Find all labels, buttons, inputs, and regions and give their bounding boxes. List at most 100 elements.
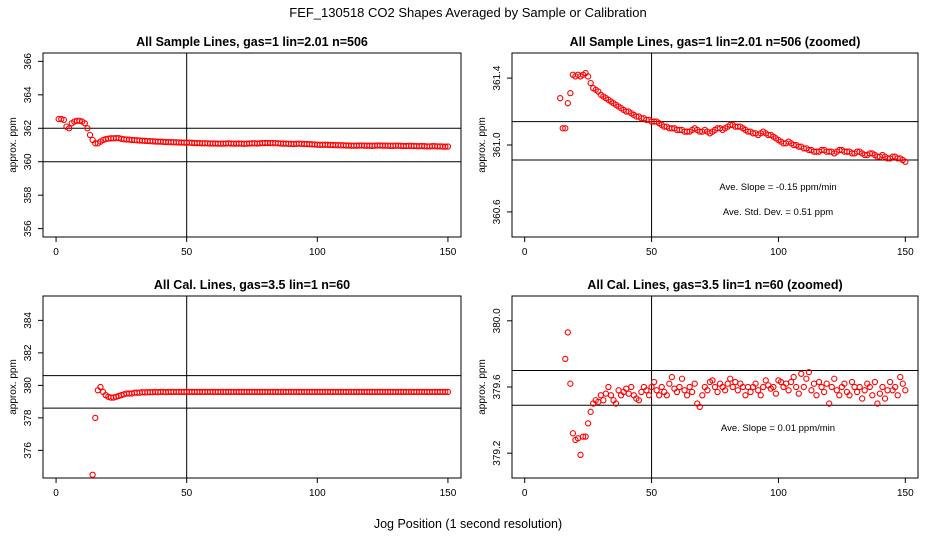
data-point	[84, 125, 91, 132]
x-tick-label: 50	[181, 488, 193, 499]
data-point	[853, 388, 861, 396]
data-point	[625, 390, 632, 397]
y-tick-label: 384	[23, 312, 34, 329]
data-point	[805, 368, 813, 376]
data-point	[886, 378, 894, 386]
data-point	[808, 387, 815, 394]
y-tick-label: 362	[23, 119, 34, 136]
data-point	[714, 388, 721, 396]
data-point	[798, 370, 805, 377]
data-point	[831, 375, 838, 382]
plot-frame	[42, 52, 462, 238]
data-point	[579, 433, 587, 440]
data-point	[89, 471, 96, 478]
data-point	[567, 380, 574, 387]
data-point	[607, 392, 615, 399]
x-tick-label: 50	[646, 488, 658, 499]
data-point	[699, 392, 706, 399]
x-tick-label: 50	[646, 247, 658, 258]
y-tick-label: 378	[23, 409, 34, 426]
data-point	[562, 125, 569, 132]
data-point	[605, 383, 612, 391]
data-point	[897, 373, 904, 381]
chart-panel-4: All Cal. Lines, gas=3.5 lin=1 n=60 (zoom…	[477, 278, 919, 499]
data-point	[760, 383, 767, 391]
panel-title: All Cal. Lines, gas=3.5 lin=1 n=60 (zoom…	[587, 278, 842, 292]
data-point	[673, 388, 681, 396]
data-point	[874, 400, 881, 407]
data-point	[813, 392, 820, 399]
data-point	[744, 383, 752, 391]
data-point	[754, 387, 762, 394]
data-point	[559, 125, 566, 132]
data-point	[871, 378, 879, 386]
data-point	[658, 383, 665, 391]
data-point	[752, 380, 759, 387]
data-point	[612, 400, 620, 407]
y-tick-label: 366	[23, 53, 34, 70]
data-point	[856, 383, 863, 391]
data-point	[656, 392, 663, 399]
plot-frame	[511, 52, 919, 238]
data-point	[689, 388, 696, 396]
data-point	[790, 373, 797, 381]
data-point	[444, 143, 452, 150]
y-tick-label: 380	[23, 377, 34, 394]
data-point	[584, 420, 592, 427]
data-point	[97, 383, 104, 391]
data-point	[442, 388, 449, 396]
data-point	[711, 383, 719, 391]
y-tick-label: 361.0	[492, 132, 503, 157]
data-point	[444, 388, 452, 396]
data-point	[795, 390, 802, 397]
data-point	[734, 387, 741, 394]
x-tick-label: 150	[897, 247, 914, 258]
y-tick-label: 364	[23, 86, 34, 103]
annotation-text: Ave. Slope = -0.15 ppm/min	[719, 182, 836, 193]
data-point	[584, 73, 592, 80]
data-point	[76, 117, 83, 124]
data-point	[650, 378, 658, 386]
data-point	[848, 378, 856, 386]
data-point	[562, 355, 569, 363]
data-point	[757, 392, 764, 399]
x-tick-label: 0	[53, 247, 59, 258]
y-tick-label: 356	[23, 220, 34, 237]
data-point	[823, 380, 830, 387]
data-point	[668, 373, 676, 381]
x-tick-label: 150	[440, 488, 457, 499]
data-point	[727, 375, 734, 382]
page-title: FEF_130518 CO2 Shapes Averaged by Sample…	[289, 5, 647, 20]
data-point	[691, 380, 698, 387]
y-axis-label: approx. ppm	[8, 359, 19, 415]
x-tick-label: 100	[770, 488, 787, 499]
chart-panel-1: All Sample Lines, gas=1 lin=2.01 n=506 0 5…	[8, 35, 462, 258]
y-tick-label: 379.6	[492, 374, 503, 399]
data-point	[643, 387, 650, 394]
data-point	[815, 378, 823, 386]
data-point	[648, 383, 655, 391]
data-point	[722, 387, 729, 394]
x-tick-label: 100	[309, 247, 326, 258]
data-point	[564, 329, 571, 336]
data-point	[58, 115, 65, 123]
data-point	[442, 143, 449, 150]
data-point	[899, 380, 906, 387]
data-point	[92, 414, 99, 422]
y-tick-label: 360	[23, 153, 34, 170]
data-point	[653, 387, 660, 394]
data-point	[86, 131, 94, 139]
data-point	[666, 380, 673, 387]
x-tick-label: 100	[309, 488, 326, 499]
data-point	[800, 383, 807, 391]
data-point	[615, 387, 622, 394]
data-point	[683, 392, 691, 399]
data-point	[645, 392, 653, 399]
data-point	[663, 392, 670, 399]
data-point	[787, 378, 795, 386]
data-point	[861, 387, 868, 394]
panel-title: All Cal. Lines, gas=3.5 lin=1 n=60	[154, 278, 350, 292]
data-point	[65, 125, 73, 132]
data-point	[846, 392, 853, 399]
